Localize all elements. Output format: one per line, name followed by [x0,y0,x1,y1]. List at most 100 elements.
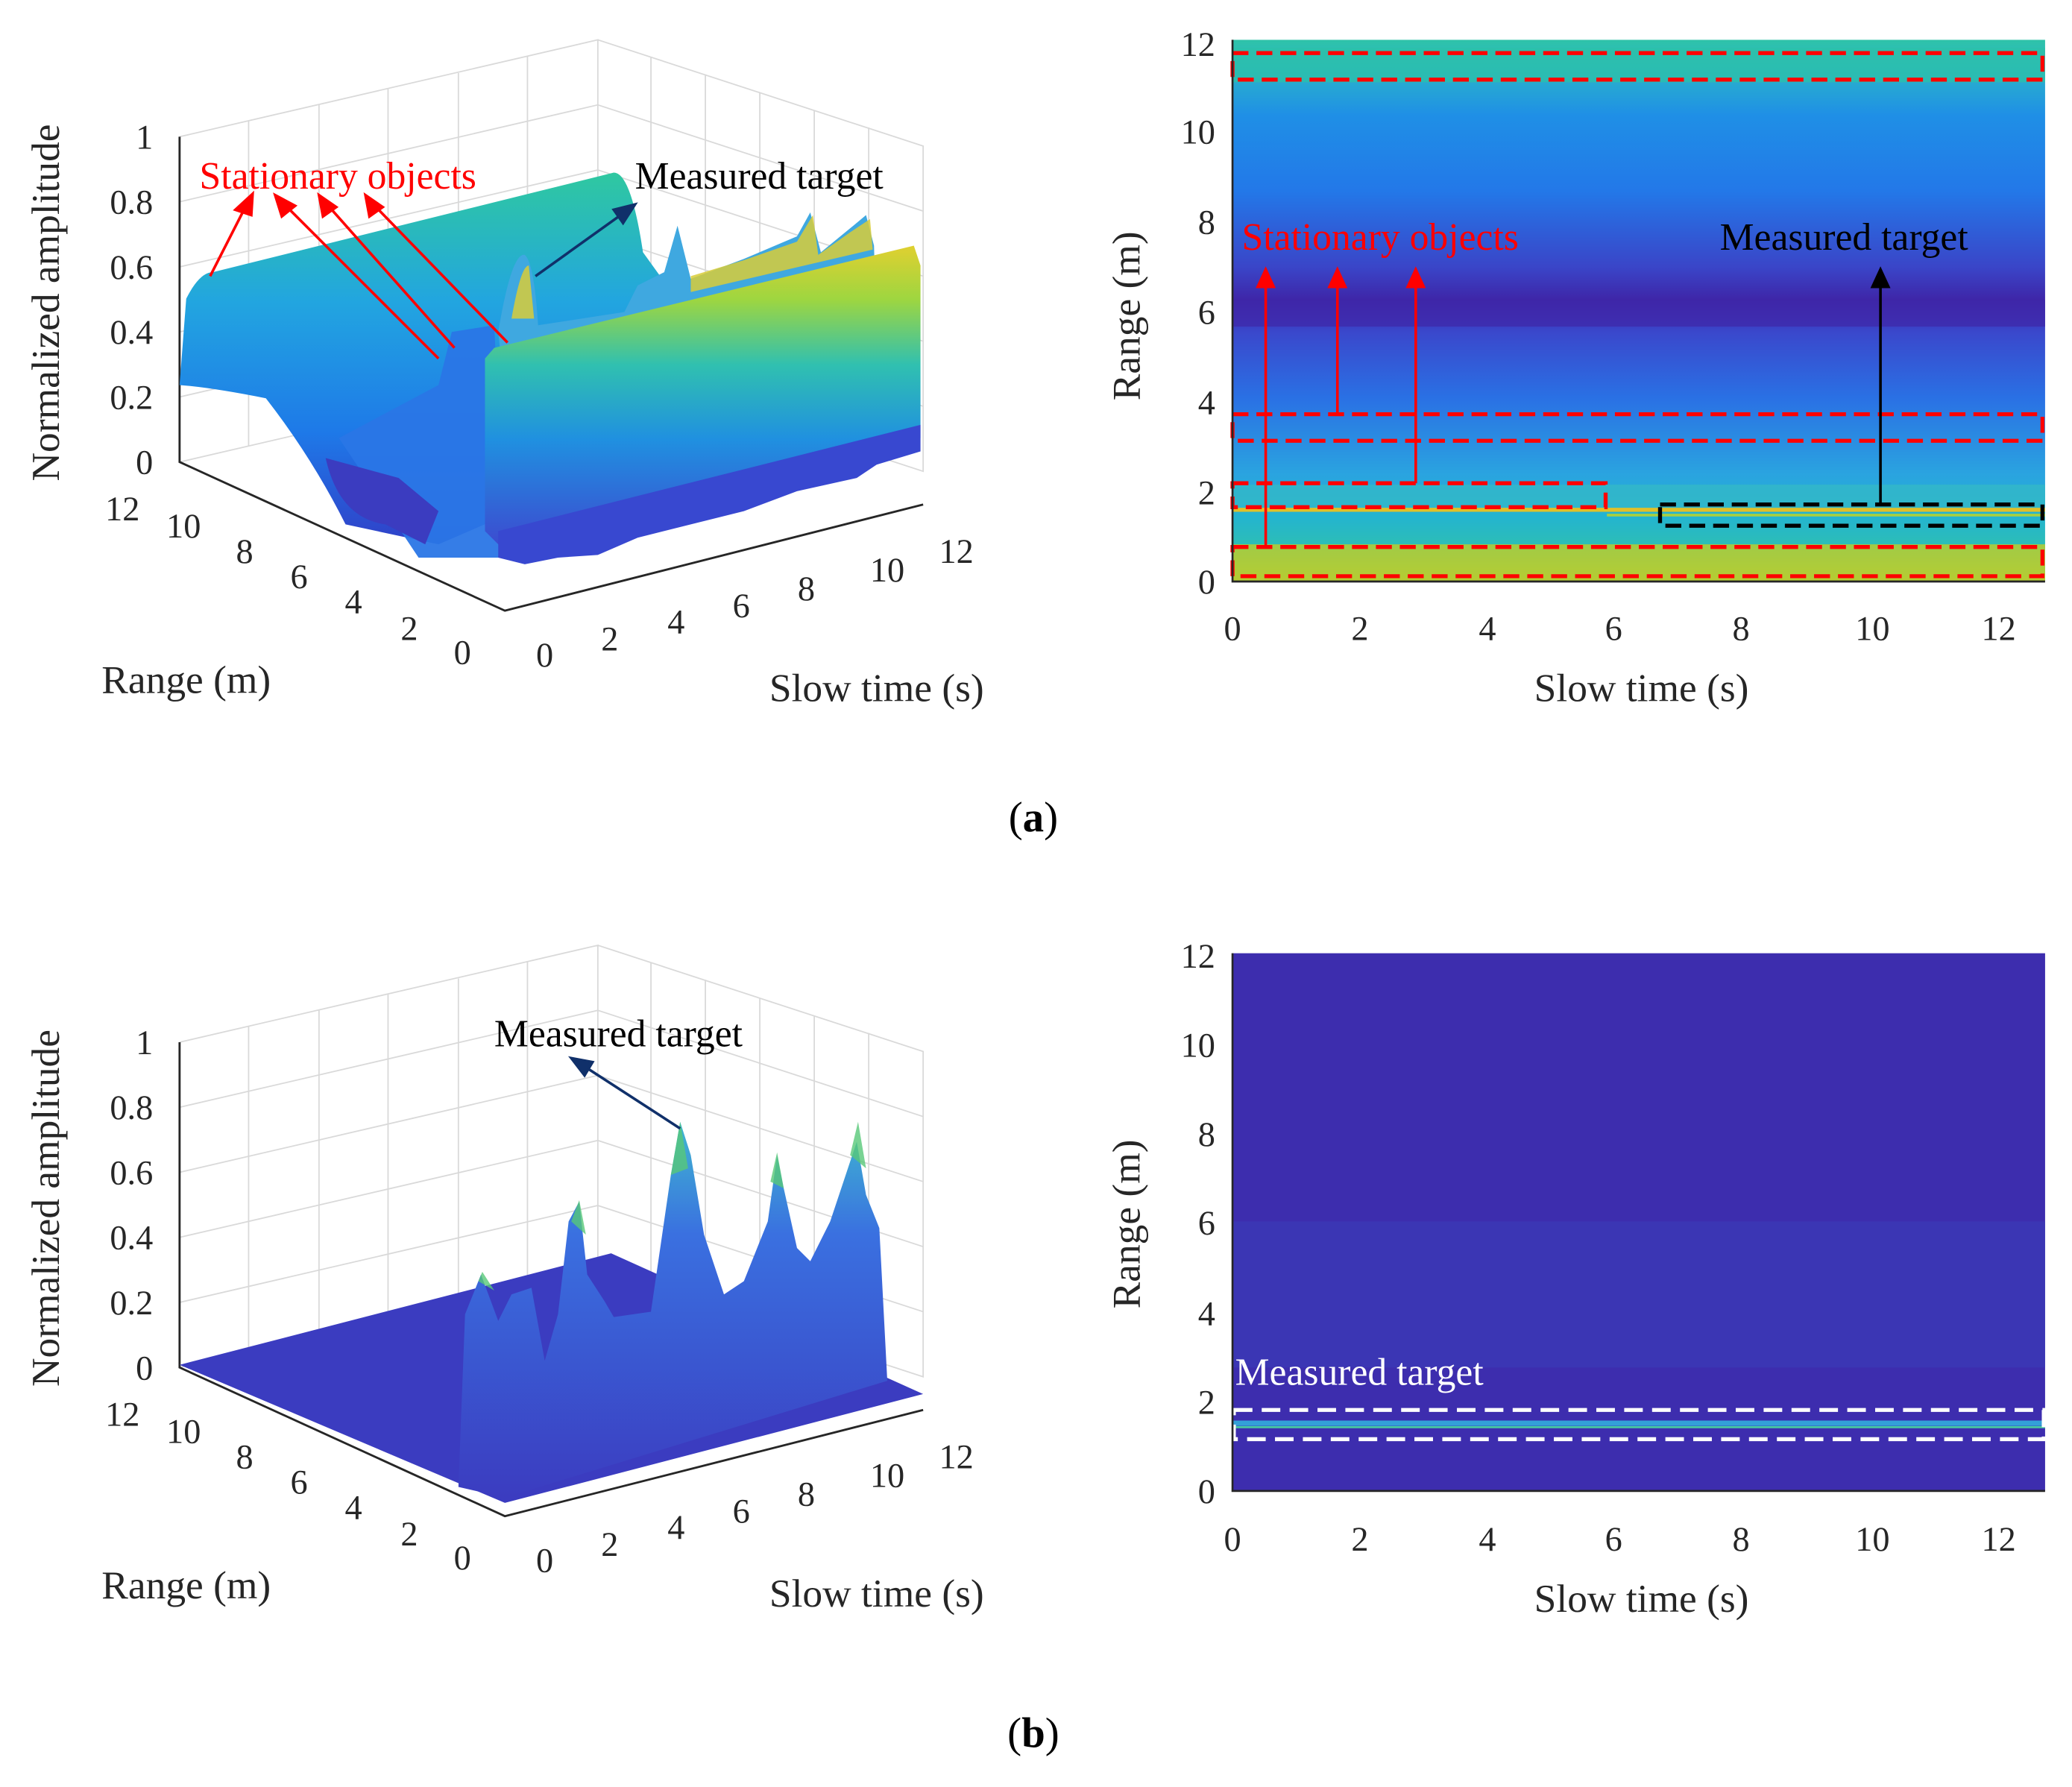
surface-near-spikes [498,424,921,564]
range-tick-label: 12 [105,1396,139,1434]
annotation-stationary-aheat: Stationary objects [1242,216,1519,259]
range-tick-label: 0 [454,1539,471,1578]
annotation-target-bheat: Measured target [1235,1351,1484,1393]
xtick-label: 0 [1224,1521,1241,1559]
panel-label-letter: a [1023,794,1044,841]
annotation-target-a3d: Measured target [635,155,884,198]
time-tick-label: 6 [733,1493,750,1531]
range-tick-label: 2 [400,1516,418,1554]
zticks-b3d: 0 0.2 0.4 0.6 0.8 1 [110,1024,153,1387]
ztick-label: 0.2 [110,379,153,417]
ytick-label: 4 [1198,385,1215,423]
xtick-label: 12 [1981,1521,2015,1559]
xtick-label: 2 [1351,1521,1368,1559]
panel-label-paren: ( [1007,1710,1021,1757]
panel-label-paren: ( [1009,794,1023,841]
xticks-aheat: 0 2 4 6 8 10 12 [1224,610,2015,648]
xticks-bheat: 0 2 4 6 8 10 12 [1224,1521,2015,1559]
time-tick-label: 12 [939,1439,974,1477]
xlabel-bheat: Slow time (s) [1534,1576,1749,1621]
xtick-label: 4 [1479,610,1496,648]
ztick-label: 1 [136,1024,153,1062]
xtick-label: 10 [1855,1521,1889,1559]
xlabel-a3d: Range (m) [101,658,271,702]
time-tick-label: 10 [870,552,904,590]
range-tick-label: 6 [291,1463,308,1501]
panel-b-heatmap: Measured target 0 2 4 6 8 10 12 0 2 4 6 … [1103,938,2046,1621]
ztick-label: 0.4 [110,314,153,352]
yticks-aheat: 0 2 4 6 8 10 12 [1181,26,1215,602]
ztick-label: 0 [136,444,153,482]
heatmap-b-boxes [1232,1408,2046,1442]
zticks-a3d: 0 0.2 0.4 0.6 0.8 1 [110,119,153,482]
ztick-label: 1 [136,119,153,157]
range-tick-label: 2 [400,610,418,648]
panel-a-surface: Stationary objects Measured target 0 0.2… [23,39,984,710]
time-tick-label: 8 [798,570,815,608]
annotation-target-b3d: Measured target [494,1012,743,1055]
ytick-label: 6 [1198,1205,1215,1243]
range-ticks-b3d: 0 2 4 6 8 10 12 [105,1396,471,1578]
ytick-label: 8 [1198,1116,1215,1154]
panel-label-paren: ) [1044,794,1058,841]
ztick-label: 0 [136,1349,153,1387]
panel-a-heatmap: Stationary objects Measured target 0 2 4… [1103,26,2045,710]
box-stationary [1230,481,1608,509]
axes-a3d [178,136,924,612]
range-tick-label: 10 [166,1413,201,1452]
ytick-label: 6 [1198,294,1215,332]
panel-label-a: (a) [1009,794,1058,841]
xtick-label: 0 [1224,610,1241,648]
zlabel-b3d: Normalized amplitude [23,1030,68,1387]
range-tick-label: 8 [236,533,254,571]
heatmap-band [1232,300,2045,327]
ytick-label: 0 [1198,564,1215,602]
arrow-target-b3d [567,1056,681,1130]
time-tick-label: 2 [601,621,618,659]
surface-target-wall-b [458,1121,888,1498]
ytick-label: 4 [1198,1295,1215,1333]
heatmap-b-shade [1232,1221,2045,1368]
panel-label-b: (b) [1007,1710,1059,1757]
ylabel-aheat: Range (m) [1103,231,1148,400]
panel-label-paren: ) [1045,1710,1059,1757]
ytick-label: 10 [1181,1027,1215,1065]
yticks-bheat: 0 2 4 6 8 10 12 [1181,938,1215,1511]
annotation-stationary-a3d: Stationary objects [200,155,476,198]
range-tick-label: 10 [166,508,201,546]
arrows-stationary-a3d [209,190,509,360]
range-tick-label: 12 [105,491,139,529]
ytick-label: 12 [1181,26,1215,64]
xtick-label: 12 [1981,610,2015,648]
time-ticks-b3d: 0 2 4 6 8 10 12 [536,1439,974,1580]
ztick-label: 0.6 [110,1155,153,1193]
panel-b-surface: Measured target 0 0.2 0.4 0.6 0.8 1 0 2 … [23,944,984,1616]
time-tick-label: 0 [536,637,553,675]
range-tick-label: 0 [454,634,471,672]
range-tick-label: 6 [291,558,308,596]
ztick-label: 0.8 [110,1089,153,1127]
xlabel-aheat: Slow time (s) [1534,665,1749,710]
xlabel-b3d: Range (m) [101,1563,271,1607]
xtick-label: 10 [1855,610,1889,648]
ytick-label: 2 [1198,1384,1215,1422]
axes-b3d [178,1041,924,1518]
range-tick-label: 8 [236,1439,254,1477]
time-tick-label: 8 [798,1475,815,1513]
xtick-label: 2 [1351,610,1368,648]
time-ticks-a3d: 0 2 4 6 8 10 12 [536,533,974,675]
ytick-label: 10 [1181,113,1215,151]
ztick-label: 0.8 [110,184,153,222]
surface-low-floor [325,458,439,545]
ztick-label: 0.4 [110,1220,153,1258]
time-tick-label: 6 [733,587,750,625]
ytick-label: 2 [1198,475,1215,513]
xtick-label: 6 [1605,610,1622,648]
ylabel-bheat: Range (m) [1103,1139,1148,1308]
ytick-label: 12 [1181,938,1215,976]
arrow-target-a3d [535,202,638,277]
time-tick-label: 4 [667,1509,684,1547]
arrow-target-aheat [1870,266,1891,505]
box-target [1232,1408,2046,1442]
